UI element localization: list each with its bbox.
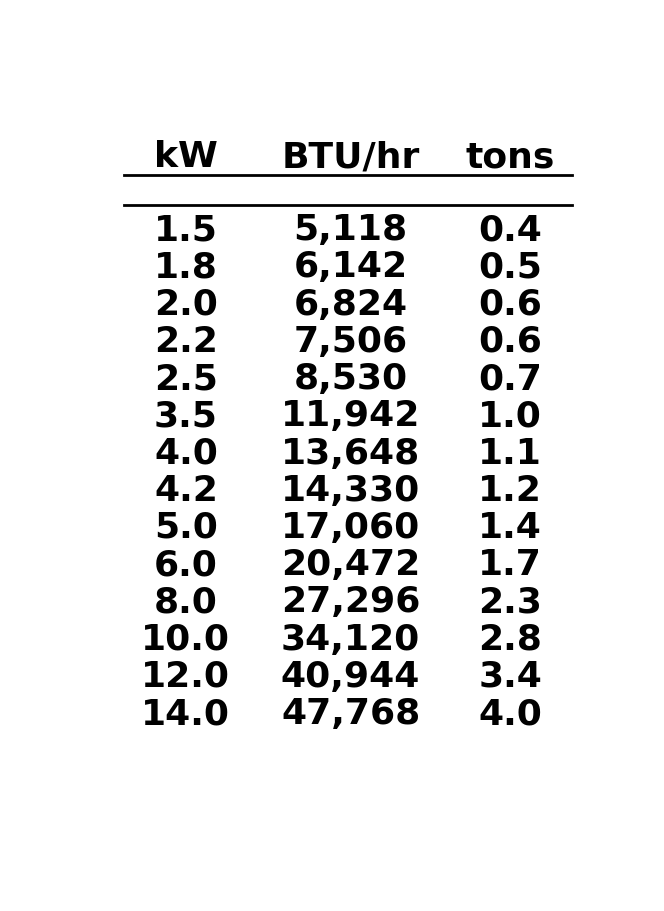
Text: 0.4: 0.4 <box>478 213 542 247</box>
Text: 14,330: 14,330 <box>281 473 420 507</box>
Text: 1.2: 1.2 <box>478 473 542 507</box>
Text: 0.7: 0.7 <box>478 362 542 395</box>
Text: 4.0: 4.0 <box>478 696 542 731</box>
Text: 1.0: 1.0 <box>478 399 542 433</box>
Text: 2.2: 2.2 <box>154 324 218 359</box>
Text: 4.2: 4.2 <box>154 473 218 507</box>
Text: 3.4: 3.4 <box>478 660 542 693</box>
Text: 1.7: 1.7 <box>478 548 542 581</box>
Text: 6,824: 6,824 <box>293 287 408 322</box>
Text: 1.4: 1.4 <box>478 510 542 545</box>
Text: 0.6: 0.6 <box>478 324 542 359</box>
Text: 7,506: 7,506 <box>293 324 408 359</box>
Text: 20,472: 20,472 <box>281 548 420 581</box>
Text: 14.0: 14.0 <box>141 696 230 731</box>
Text: 5,118: 5,118 <box>293 213 408 247</box>
Text: 11,942: 11,942 <box>281 399 420 433</box>
Text: kW: kW <box>154 140 218 174</box>
Text: 2.3: 2.3 <box>478 585 542 619</box>
Text: 12.0: 12.0 <box>141 660 230 693</box>
Text: 1.8: 1.8 <box>154 251 218 284</box>
Text: 40,944: 40,944 <box>281 660 420 693</box>
Text: 47,768: 47,768 <box>281 696 420 731</box>
Text: 10.0: 10.0 <box>141 622 230 656</box>
Text: 0.6: 0.6 <box>478 287 542 322</box>
Text: 3.5: 3.5 <box>154 399 218 433</box>
Text: 1.1: 1.1 <box>478 436 542 470</box>
Text: 17,060: 17,060 <box>281 510 420 545</box>
Text: 4.0: 4.0 <box>154 436 218 470</box>
Text: 27,296: 27,296 <box>281 585 420 619</box>
Text: 2.8: 2.8 <box>478 622 542 656</box>
Text: 8,530: 8,530 <box>293 362 408 395</box>
Text: BTU/hr: BTU/hr <box>282 140 420 174</box>
Text: 0.5: 0.5 <box>478 251 542 284</box>
Text: 6,142: 6,142 <box>293 251 408 284</box>
Text: 2.5: 2.5 <box>154 362 218 395</box>
Text: 6.0: 6.0 <box>154 548 218 581</box>
Text: tons: tons <box>465 140 555 174</box>
Text: 1.5: 1.5 <box>154 213 218 247</box>
Text: 13,648: 13,648 <box>281 436 420 470</box>
Text: 8.0: 8.0 <box>154 585 218 619</box>
Text: 34,120: 34,120 <box>281 622 420 656</box>
Text: 2.0: 2.0 <box>154 287 218 322</box>
Text: 5.0: 5.0 <box>154 510 218 545</box>
